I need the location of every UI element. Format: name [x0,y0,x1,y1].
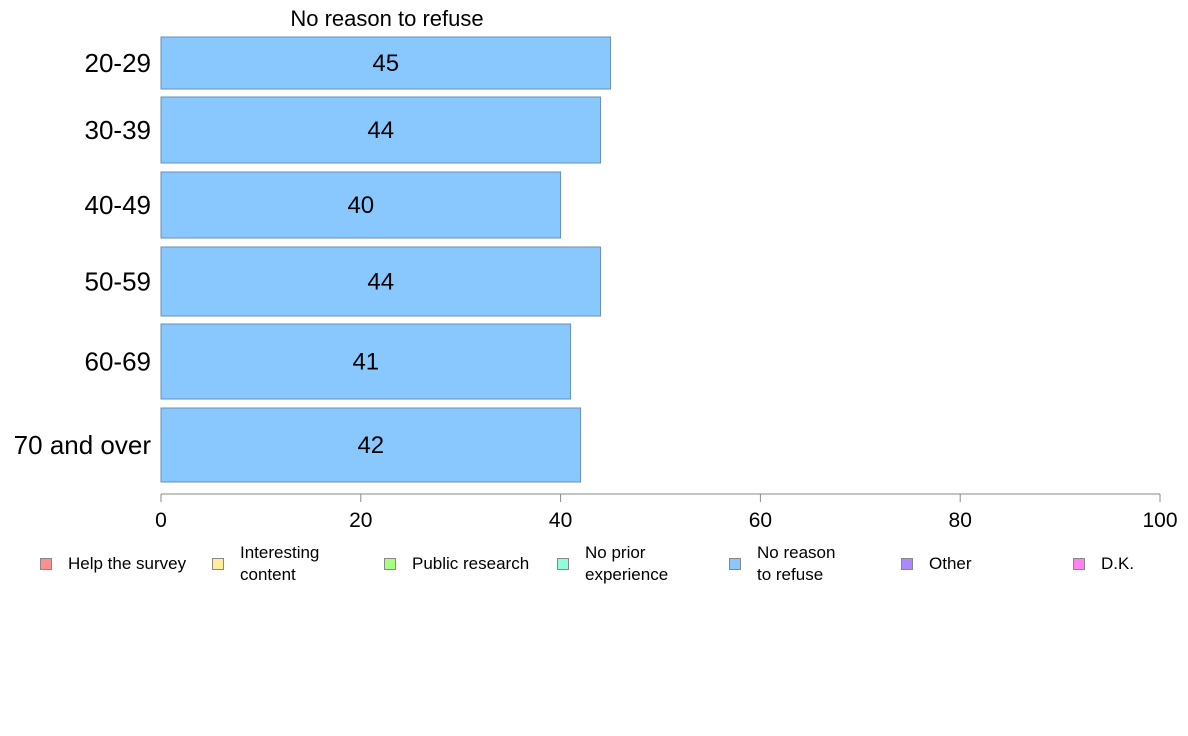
legend-swatch [901,558,913,570]
legend-swatch [212,558,224,570]
legend-label: No reason to refuse [757,543,836,584]
legend-label: D.K. [1101,554,1135,573]
legend-label: Interesting content [240,543,320,584]
legend-swatch [384,558,396,570]
legend: Help the survey Interesting content Publ… [0,542,1188,590]
legend-swatch [40,558,52,570]
bar [160,407,582,483]
data-label: 44 [367,117,394,144]
x-tick-label: 40 [549,509,572,532]
legend-item: No prior experience [557,542,668,586]
category-label: 50-59 [85,267,152,297]
data-label: 40 [347,192,374,219]
x-tick-label: 100 [1142,509,1177,532]
bar [160,246,602,317]
legend-label: Other [929,554,972,573]
category-label: 60-69 [85,347,152,377]
bar [160,36,612,90]
x-tick-label: 20 [349,509,372,532]
category-label: 40-49 [85,190,152,220]
bar-chart: No reason to refuse 45 20-29 44 30-39 40 40-4… [14,6,1178,532]
bar [160,96,602,164]
x-tick-label: 80 [949,509,972,532]
legend-label: Help the survey [68,554,187,573]
legend-label: No prior experience [585,543,669,584]
legend-item: Help the survey [40,542,186,586]
legend-item: D.K. [1073,542,1134,586]
legend-label: Public research [412,554,530,573]
bar [160,323,572,400]
legend-swatch [729,558,741,570]
legend-item: Other [901,542,972,586]
data-label: 42 [357,432,384,459]
data-label: 41 [352,349,379,376]
bars-layer: 45 20-29 44 30-39 40 40-49 44 50-59 41 60-69 42 70 … [14,36,612,483]
category-label: 20-29 [85,48,152,78]
legend-item: No reason to refuse [729,542,835,586]
category-label: 30-39 [85,115,152,145]
data-label: 44 [367,269,394,296]
legend-swatch [557,558,569,570]
data-label: 45 [372,50,399,77]
category-label: 70 and over [14,430,152,460]
x-axis: 0 20 40 60 80 100 [155,493,1178,532]
legend-item: Interesting content [212,542,319,586]
x-tick-label: 60 [749,509,772,532]
chart-title: No reason to refuse [290,6,483,31]
legend-swatch [1073,558,1085,570]
legend-item: Public research [384,542,529,586]
bar [160,171,562,239]
x-tick-label: 0 [155,509,167,532]
